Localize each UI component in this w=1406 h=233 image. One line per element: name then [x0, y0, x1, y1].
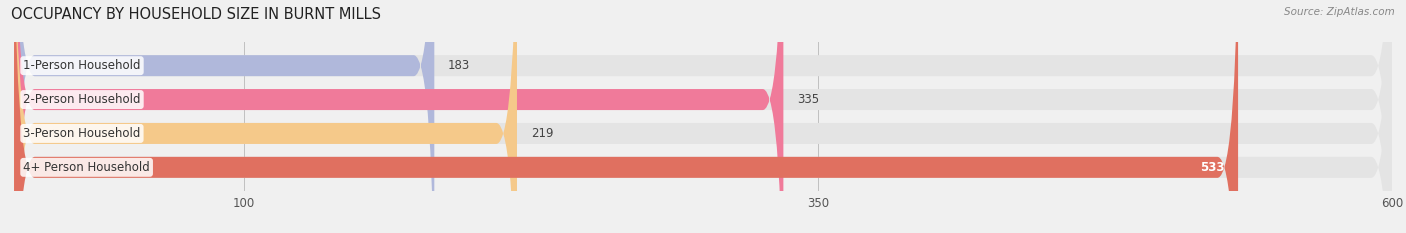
FancyBboxPatch shape	[14, 0, 1392, 233]
Text: 335: 335	[797, 93, 820, 106]
Text: OCCUPANCY BY HOUSEHOLD SIZE IN BURNT MILLS: OCCUPANCY BY HOUSEHOLD SIZE IN BURNT MIL…	[11, 7, 381, 22]
FancyBboxPatch shape	[14, 0, 1239, 233]
FancyBboxPatch shape	[14, 0, 1392, 233]
Text: Source: ZipAtlas.com: Source: ZipAtlas.com	[1284, 7, 1395, 17]
Text: 3-Person Household: 3-Person Household	[24, 127, 141, 140]
FancyBboxPatch shape	[14, 0, 517, 233]
FancyBboxPatch shape	[14, 0, 783, 233]
FancyBboxPatch shape	[14, 0, 1392, 233]
Text: 183: 183	[449, 59, 471, 72]
Text: 1-Person Household: 1-Person Household	[24, 59, 141, 72]
Text: 4+ Person Household: 4+ Person Household	[24, 161, 150, 174]
Text: 533: 533	[1199, 161, 1225, 174]
Text: 219: 219	[531, 127, 554, 140]
FancyBboxPatch shape	[14, 0, 434, 233]
Text: 2-Person Household: 2-Person Household	[24, 93, 141, 106]
FancyBboxPatch shape	[14, 0, 1392, 233]
